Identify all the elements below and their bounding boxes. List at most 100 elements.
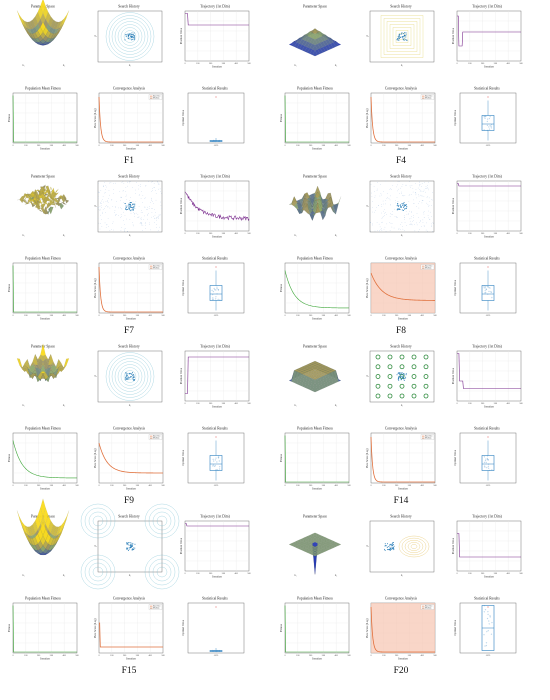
F7-convergence-xlabel: Iteration: [126, 318, 136, 321]
F7-search-history-bgdot: [154, 217, 156, 219]
F14-search-history-well: [423, 374, 429, 379]
F8-search-history-bgdot: [376, 190, 378, 191]
F8-search-history-bgdot: [423, 225, 425, 226]
F14-stats-point: [488, 467, 490, 469]
F8-search-history-bgdot: [379, 195, 381, 197]
F8-search-history-bgdot: [397, 205, 399, 206]
F7-search-history-bgdot: [141, 210, 142, 211]
F7-convergence-ylabel: Best Score (Log): [94, 278, 97, 297]
F7-search-history-bgdot: [157, 181, 158, 182]
F20-search-history-point: [392, 548, 394, 550]
F9-stats-point: [219, 466, 221, 468]
F9-stats-title: Statistical Results: [202, 427, 228, 431]
F7-search-history-bgdot: [124, 215, 126, 216]
F7-search-history-bgdot: [123, 190, 124, 191]
F7-search-history-bgdot: [156, 219, 157, 221]
F7-search-history-bgdot: [111, 229, 112, 231]
block-label-f15: F15: [122, 666, 137, 676]
F7-search-history-bgdot: [113, 189, 114, 190]
F15-stats-outlier: [215, 606, 217, 608]
F14-search-history-well: [423, 393, 429, 399]
F7-search-history-bgdot: [106, 224, 107, 226]
F7-trajectory-xtick: 100: [196, 233, 200, 235]
F14-search-history-well: [411, 364, 417, 370]
F14-search-history-well: [387, 364, 393, 370]
F1-trajectory-ylabel: Position Value: [180, 27, 183, 44]
F15-search-history-point: [130, 544, 132, 546]
F7-search-history-bgdot: [120, 207, 121, 208]
F7-search-history-bgdot: [151, 216, 152, 218]
F15-pop-fitness-xtick: 400: [63, 655, 67, 657]
F15-search-history-point: [131, 548, 133, 550]
F15-convergence-xtick: 100: [110, 655, 114, 657]
F7-search-history-bgdot: [112, 183, 114, 184]
F7-trajectory-xlabel: Iteration: [212, 236, 222, 239]
F7-search-history-point: [129, 205, 131, 207]
F7-search-history-bgdot: [144, 206, 146, 208]
F8-search-history-bgdot: [411, 194, 412, 195]
F14-search-history-well: [399, 364, 405, 370]
F8-trajectory-xlabel: Iteration: [484, 236, 494, 239]
F8-search-history-bgdot: [380, 193, 382, 194]
F4-search-history-point: [399, 33, 401, 35]
F7-search-history-point: [132, 209, 134, 211]
F7-search-history-point: [125, 205, 127, 207]
F7-search-history-bgdot: [150, 229, 151, 231]
F8-search-history-bgdot: [402, 184, 404, 185]
F20-stats-title: Statistical Results: [474, 597, 500, 601]
F8-search-history-point: [404, 208, 406, 210]
F7-search-history-bgdot: [108, 226, 109, 227]
F1-search-history-point: [133, 39, 135, 41]
F4-trajectory-xtick: 500: [519, 63, 523, 65]
F20-search-history-ylabel: x₂: [366, 545, 368, 548]
F7-parameter-space-facet: [61, 194, 67, 203]
F9-search-history-frame: [97, 350, 163, 403]
F7-search-history-bgdot: [127, 185, 128, 187]
F1-convergence-xtick: 100: [110, 145, 114, 147]
F7-search-history-bgdot: [141, 222, 142, 223]
F8-search-history-point: [400, 206, 402, 208]
F9-pop-fitness-ylabel: Fitness: [8, 454, 11, 462]
F7-search-history-bgdot: [104, 192, 105, 194]
F9-search-history-point: [127, 376, 129, 378]
F8-search-history-bgdot: [395, 200, 396, 201]
F8-stats-outlier: [487, 266, 489, 268]
F14-search-history-point: [405, 374, 407, 376]
F15-search-history-contour: [92, 566, 104, 578]
F9-search-history-point: [129, 377, 131, 379]
F8-search-history-bgdot: [425, 191, 426, 193]
F8-search-history-bgdot: [390, 213, 391, 214]
F7-search-history-bgdot: [130, 181, 131, 182]
F20-pop-fitness-xtick: 400: [335, 655, 339, 657]
F7-search-history-bgdot: [141, 230, 143, 231]
F7-search-history-bgdot: [105, 185, 107, 186]
F8-search-history-bgdot: [432, 222, 434, 223]
F14-search-history-well: [387, 383, 393, 389]
F8-search-history-point: [399, 204, 401, 206]
F8-search-history-bgdot: [415, 194, 417, 196]
F7-search-history-bgdot: [107, 198, 109, 199]
F1-search-history-contour: [117, 24, 143, 49]
F20-convergence-ylabel: Best Score (Log): [366, 618, 369, 637]
F15-search-history-contour: [156, 566, 168, 578]
F7-parameter-space-x1label: x₁: [22, 234, 24, 237]
F8-convergence-title: Convergence Analysis: [385, 257, 418, 261]
F8-search-history-point: [401, 203, 403, 205]
F20-trajectory-title: Trajectory (1st Dim): [472, 515, 502, 519]
F1-search-history-point: [132, 36, 134, 38]
F7-search-history-bgdot: [118, 215, 119, 217]
F8-search-history-bgdot: [419, 185, 420, 187]
F14-stats-point: [483, 456, 485, 458]
F7-search-history-bgdot: [123, 211, 124, 213]
F15-search-history-point: [127, 547, 129, 549]
F15-search-history-point: [133, 547, 135, 549]
F14-search-history-point: [396, 374, 398, 376]
F8-trajectory-xtick: 0: [456, 233, 458, 235]
F1-search-history-point: [130, 36, 132, 38]
F15-convergence-legend-median: Median: [153, 608, 159, 610]
F8-search-history-bgdot: [406, 225, 407, 226]
F8-search-history-bgdot: [423, 211, 424, 213]
F9-parameter-space-x1label: x₁: [22, 404, 24, 407]
F20-pop-fitness-xlabel: Iteration: [312, 658, 322, 661]
